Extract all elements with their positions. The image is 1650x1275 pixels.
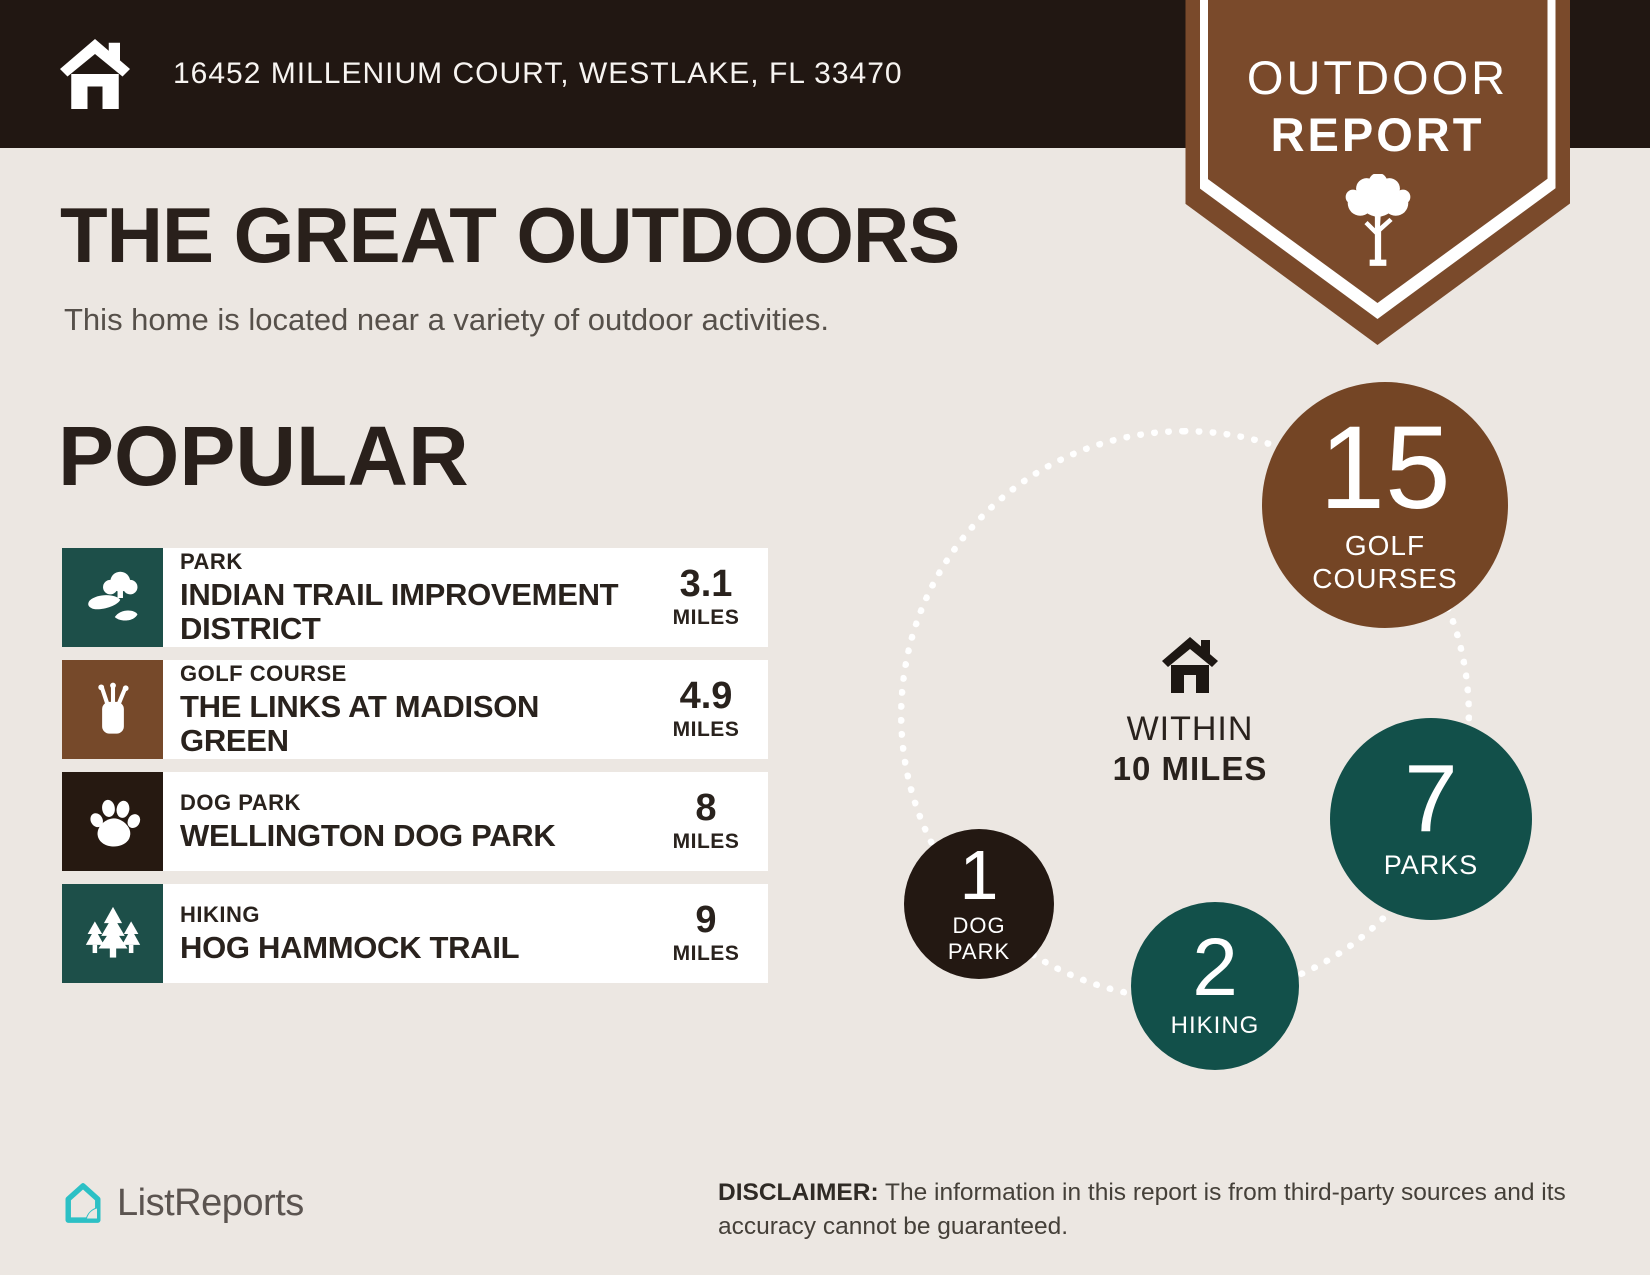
parks-label: PARKS <box>1383 850 1479 881</box>
list-item-golf-course: GOLF COURSE THE LINKS AT MADISON GREEN 4… <box>62 660 768 759</box>
home-icon <box>60 39 130 109</box>
item-distance: 8 <box>695 787 717 829</box>
item-distance-unit: MILES <box>672 942 740 965</box>
brand-name: ListReports <box>117 1181 304 1224</box>
bubble-dog-park: 1 DOG PARK <box>904 829 1054 979</box>
item-name: INDIAN TRAIL IMPROVEMENT DISTRICT <box>180 576 619 646</box>
outdoor-report-badge: OUTDOOR REPORT <box>1185 0 1570 345</box>
listreports-logo: ListReports <box>62 1180 304 1226</box>
dog-park-icon-box <box>62 772 163 871</box>
list-item-hiking: HIKING HOG HAMMOCK TRAIL 9 MILES <box>62 884 768 983</box>
pine-trees-icon <box>85 906 140 958</box>
dog-park-count: 1 <box>959 835 999 914</box>
page-title: THE GREAT OUTDOORS <box>60 191 960 279</box>
within-distance-label: 10 MILES <box>1112 750 1268 787</box>
item-distance-unit: MILES <box>672 718 740 741</box>
item-category: GOLF COURSE <box>180 660 347 686</box>
home-icon <box>1162 637 1218 693</box>
list-item-park: PARK INDIAN TRAIL IMPROVEMENT DISTRICT 3… <box>62 548 768 647</box>
hiking-icon-box <box>62 884 163 983</box>
list-item-dog-park: DOG PARK WELLINGTON DOG PARK 8 MILES <box>62 772 768 871</box>
item-distance: 3.1 <box>679 563 733 605</box>
badge-title-line1: OUTDOOR <box>1246 51 1509 104</box>
popular-list: PARK INDIAN TRAIL IMPROVEMENT DISTRICT 3… <box>62 548 768 983</box>
disclaimer-text: The information in this report is from t… <box>718 1179 1566 1240</box>
item-distance-unit: MILES <box>672 830 740 853</box>
item-distance: 9 <box>695 899 717 941</box>
tree-icon <box>1345 172 1410 266</box>
golf-bag-icon <box>97 682 129 734</box>
hiking-count: 2 <box>1192 922 1238 1014</box>
item-name: THE LINKS AT MADISON GREEN <box>180 688 540 758</box>
park-icon-box <box>62 548 163 647</box>
golf-courses-label: GOLF COURSES <box>1312 530 1458 595</box>
item-name: WELLINGTON DOG PARK <box>180 817 556 853</box>
item-category: DOG PARK <box>180 789 301 815</box>
bubble-parks: 7 PARKS <box>1330 718 1532 920</box>
within-label: WITHIN <box>1126 710 1254 748</box>
badge-title-line2: REPORT <box>1270 108 1485 161</box>
park-icon <box>87 571 137 621</box>
item-name: HOG HAMMOCK TRAIL <box>180 929 520 965</box>
bubble-golf-courses: 15 GOLF COURSES <box>1262 382 1508 628</box>
popular-heading: POPULAR <box>58 409 469 503</box>
page-subtitle: This home is located near a variety of o… <box>64 302 830 337</box>
golf-icon-box <box>62 660 163 759</box>
golf-courses-count: 15 <box>1319 401 1451 534</box>
bubble-hiking: 2 HIKING <box>1131 902 1299 1070</box>
disclaimer: DISCLAIMER: The information in this repo… <box>718 1176 1574 1244</box>
hiking-label: HIKING <box>1170 1012 1260 1040</box>
item-distance: 4.9 <box>679 675 733 717</box>
item-category: HIKING <box>180 901 260 927</box>
disclaimer-label: DISCLAIMER: <box>718 1179 879 1206</box>
paw-icon <box>89 799 140 846</box>
dog-park-label: DOG PARK <box>947 912 1011 964</box>
property-address: 16452 MILLENIUM COURT, WESTLAKE, FL 3347… <box>173 57 903 90</box>
listreports-logo-icon <box>65 1183 101 1223</box>
item-category: PARK <box>180 548 243 574</box>
item-distance-unit: MILES <box>672 606 740 629</box>
parks-count: 7 <box>1404 744 1458 852</box>
